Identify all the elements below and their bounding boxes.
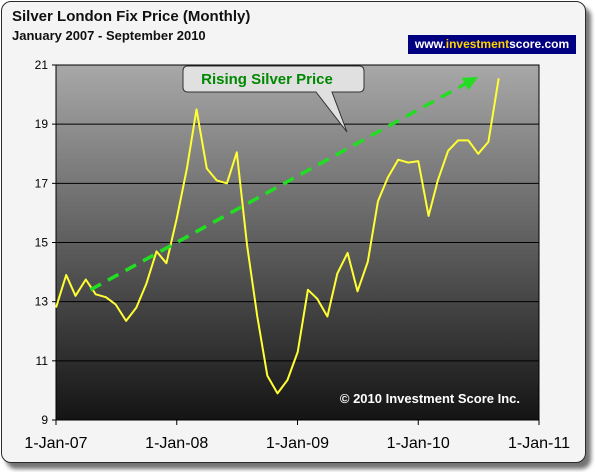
y-tick-label-1: 11	[36, 354, 49, 368]
trend-arrowhead	[461, 76, 479, 91]
y-tick-label-3: 15	[35, 236, 49, 250]
y-tick-label-4: 17	[35, 176, 49, 190]
trend-arrow	[89, 82, 466, 292]
chart-frame: 9 11 13 15 17 19 21 1-Jan-07 1-Jan-08 1-Jan-09 1-…	[1, 1, 586, 463]
y-tick-label-2: 13	[35, 295, 49, 309]
y-tick-label-5: 19	[35, 117, 49, 131]
y-tick-label-6: 21	[35, 58, 49, 72]
website-prefix: www.	[414, 37, 446, 51]
x-tick-label-2: 1-Jan-09	[266, 435, 329, 452]
y-axis: 9 11 13 15 17 19 21	[35, 58, 56, 427]
gridlines	[56, 123, 539, 362]
y-tick-label-0: 9	[41, 413, 48, 427]
website-badge[interactable]: www.investmentscore.com	[408, 35, 576, 54]
callout-bubble	[182, 65, 365, 133]
x-tick-label-0: 1-Jan-07	[24, 435, 87, 452]
x-tick-label-4: 1-Jan-11	[508, 435, 570, 452]
silver-price-line	[55, 78, 500, 395]
copyright-text: © 2010 Investment Score Inc.	[340, 391, 520, 406]
website-highlight: investment	[445, 37, 510, 51]
chart-title: Silver London Fix Price (Monthly)	[12, 8, 251, 25]
chart-subtitle: January 2007 - September 2010	[12, 28, 206, 43]
x-axis: 1-Jan-07 1-Jan-08 1-Jan-09 1-Jan-10 1-Jan-11	[24, 420, 570, 452]
x-tick-label-1: 1-Jan-08	[145, 435, 208, 452]
x-tick-label-3: 1-Jan-10	[387, 435, 450, 452]
website-suffix: score.com	[509, 37, 570, 51]
callout-text: Rising Silver Price	[201, 71, 333, 88]
